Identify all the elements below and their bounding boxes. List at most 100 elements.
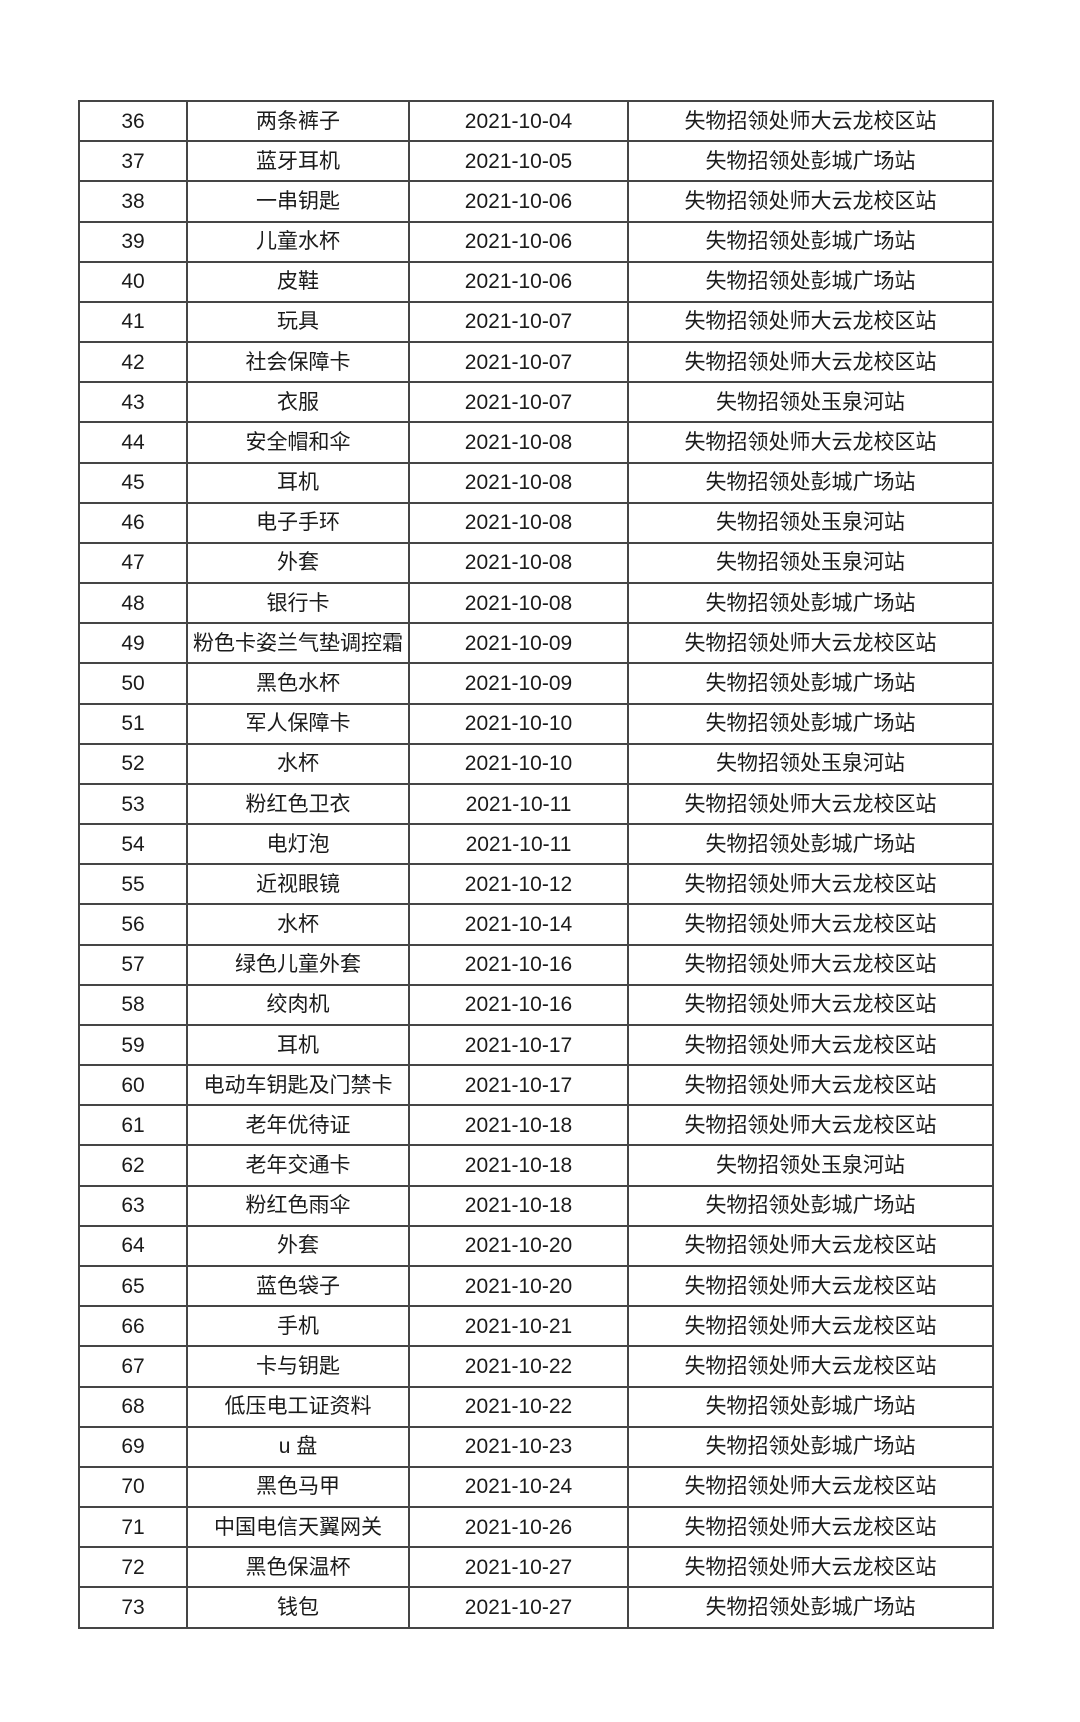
cell-date: 2021-10-27	[408, 1586, 629, 1629]
cell-number: 72	[78, 1546, 188, 1589]
cell-location: 失物招领处玉泉河站	[627, 381, 994, 424]
cell-location: 失物招领处彭城广场站	[627, 140, 994, 183]
cell-number: 49	[78, 622, 188, 665]
table-row: 49 粉色卡姿兰气垫调控霜 2021-10-09 失物招领处师大云龙校区站	[78, 622, 994, 665]
cell-date: 2021-10-06	[408, 260, 629, 303]
table-row: 69 u 盘 2021-10-23 失物招领处彭城广场站	[78, 1425, 994, 1468]
table-row: 44 安全帽和伞 2021-10-08 失物招领处师大云龙校区站	[78, 421, 994, 464]
cell-location: 失物招领处彭城广场站	[627, 1425, 994, 1468]
cell-location: 失物招领处师大云龙校区站	[627, 1305, 994, 1348]
cell-location: 失物招领处彭城广场站	[627, 702, 994, 745]
cell-location: 失物招领处玉泉河站	[627, 1144, 994, 1187]
cell-item-name: 耳机	[186, 1023, 410, 1067]
cell-number: 60	[78, 1064, 188, 1107]
cell-date: 2021-10-12	[408, 863, 629, 906]
cell-number: 61	[78, 1104, 188, 1147]
table-row: 41 玩具 2021-10-07 失物招领处师大云龙校区站	[78, 300, 994, 344]
cell-item-name: 中国电信天翼网关	[186, 1506, 410, 1549]
cell-number: 69	[78, 1425, 188, 1468]
cell-number: 43	[78, 381, 188, 424]
cell-item-name: 电动车钥匙及门禁卡	[186, 1064, 410, 1107]
cell-item-name: 卡与钥匙	[186, 1345, 410, 1388]
cell-date: 2021-10-07	[408, 381, 629, 424]
cell-location: 失物招领处彭城广场站	[627, 260, 994, 303]
cell-item-name: 一串钥匙	[186, 180, 410, 223]
cell-number: 73	[78, 1586, 188, 1629]
cell-number: 36	[78, 99, 188, 143]
cell-location: 失物招领处师大云龙校区站	[627, 1506, 994, 1549]
cell-location: 失物招领处玉泉河站	[627, 742, 994, 785]
cell-location: 失物招领处师大云龙校区站	[627, 903, 994, 946]
cell-number: 63	[78, 1184, 188, 1227]
cell-location: 失物招领处师大云龙校区站	[627, 1546, 994, 1589]
cell-item-name: 绞肉机	[186, 983, 410, 1026]
cell-item-name: 蓝色袋子	[186, 1264, 410, 1308]
cell-number: 40	[78, 260, 188, 303]
cell-item-name: 水杯	[186, 903, 410, 946]
cell-number: 64	[78, 1224, 188, 1267]
cell-date: 2021-10-18	[408, 1144, 629, 1187]
table-row: 73 钱包 2021-10-27 失物招领处彭城广场站	[78, 1586, 994, 1629]
cell-item-name: 电子手环	[186, 501, 410, 544]
cell-location: 失物招领处彭城广场站	[627, 1586, 994, 1629]
cell-item-name: 儿童水杯	[186, 220, 410, 263]
cell-item-name: 军人保障卡	[186, 702, 410, 745]
cell-location: 失物招领处彭城广场站	[627, 1184, 994, 1227]
cell-location: 失物招领处师大云龙校区站	[627, 1465, 994, 1509]
cell-item-name: 社会保障卡	[186, 341, 410, 384]
cell-location: 失物招领处师大云龙校区站	[627, 421, 994, 464]
cell-date: 2021-10-08	[408, 461, 629, 504]
cell-item-name: 粉红色卫衣	[186, 782, 410, 826]
cell-date: 2021-10-17	[408, 1023, 629, 1067]
cell-date: 2021-10-16	[408, 983, 629, 1026]
cell-date: 2021-10-18	[408, 1184, 629, 1227]
table-row: 62 老年交通卡 2021-10-18 失物招领处玉泉河站	[78, 1144, 994, 1187]
cell-date: 2021-10-08	[408, 541, 629, 585]
cell-date: 2021-10-11	[408, 823, 629, 866]
table-row: 43 衣服 2021-10-07 失物招领处玉泉河站	[78, 381, 994, 424]
cell-number: 47	[78, 541, 188, 585]
cell-date: 2021-10-23	[408, 1425, 629, 1468]
cell-date: 2021-10-20	[408, 1264, 629, 1308]
cell-item-name: 外套	[186, 1224, 410, 1267]
cell-item-name: 电灯泡	[186, 823, 410, 866]
cell-number: 70	[78, 1465, 188, 1509]
cell-number: 54	[78, 823, 188, 866]
cell-number: 62	[78, 1144, 188, 1187]
table-row: 60 电动车钥匙及门禁卡 2021-10-17 失物招领处师大云龙校区站	[78, 1064, 994, 1107]
cell-location: 失物招领处师大云龙校区站	[627, 1224, 994, 1267]
cell-item-name: 粉色卡姿兰气垫调控霜	[186, 622, 410, 665]
cell-item-name: 粉红色雨伞	[186, 1184, 410, 1227]
cell-date: 2021-10-09	[408, 622, 629, 665]
cell-number: 68	[78, 1385, 188, 1428]
cell-date: 2021-10-08	[408, 501, 629, 544]
cell-location: 失物招领处师大云龙校区站	[627, 99, 994, 143]
cell-item-name: 黑色保温杯	[186, 1546, 410, 1589]
cell-item-name: 衣服	[186, 381, 410, 424]
cell-number: 39	[78, 220, 188, 263]
cell-location: 失物招领处师大云龙校区站	[627, 1023, 994, 1067]
table-row: 71 中国电信天翼网关 2021-10-26 失物招领处师大云龙校区站	[78, 1506, 994, 1549]
table-row: 40 皮鞋 2021-10-06 失物招领处彭城广场站	[78, 260, 994, 303]
cell-number: 55	[78, 863, 188, 906]
cell-item-name: 手机	[186, 1305, 410, 1348]
cell-number: 67	[78, 1345, 188, 1388]
cell-item-name: 低压电工证资料	[186, 1385, 410, 1428]
table-row: 37 蓝牙耳机 2021-10-05 失物招领处彭城广场站	[78, 140, 994, 183]
cell-number: 41	[78, 300, 188, 344]
cell-item-name: 近视眼镜	[186, 863, 410, 906]
cell-location: 失物招领处师大云龙校区站	[627, 863, 994, 906]
cell-number: 53	[78, 782, 188, 826]
cell-date: 2021-10-22	[408, 1385, 629, 1428]
cell-item-name: 绿色儿童外套	[186, 943, 410, 986]
cell-item-name: 蓝牙耳机	[186, 140, 410, 183]
table-row: 50 黑色水杯 2021-10-09 失物招领处彭城广场站	[78, 662, 994, 705]
cell-date: 2021-10-10	[408, 702, 629, 745]
cell-item-name: 黑色马甲	[186, 1465, 410, 1509]
cell-location: 失物招领处师大云龙校区站	[627, 1104, 994, 1147]
cell-location: 失物招领处彭城广场站	[627, 220, 994, 263]
cell-item-name: 老年优待证	[186, 1104, 410, 1147]
table-row: 57 绿色儿童外套 2021-10-16 失物招领处师大云龙校区站	[78, 943, 994, 986]
cell-location: 失物招领处彭城广场站	[627, 823, 994, 866]
table-row: 58 绞肉机 2021-10-16 失物招领处师大云龙校区站	[78, 983, 994, 1026]
